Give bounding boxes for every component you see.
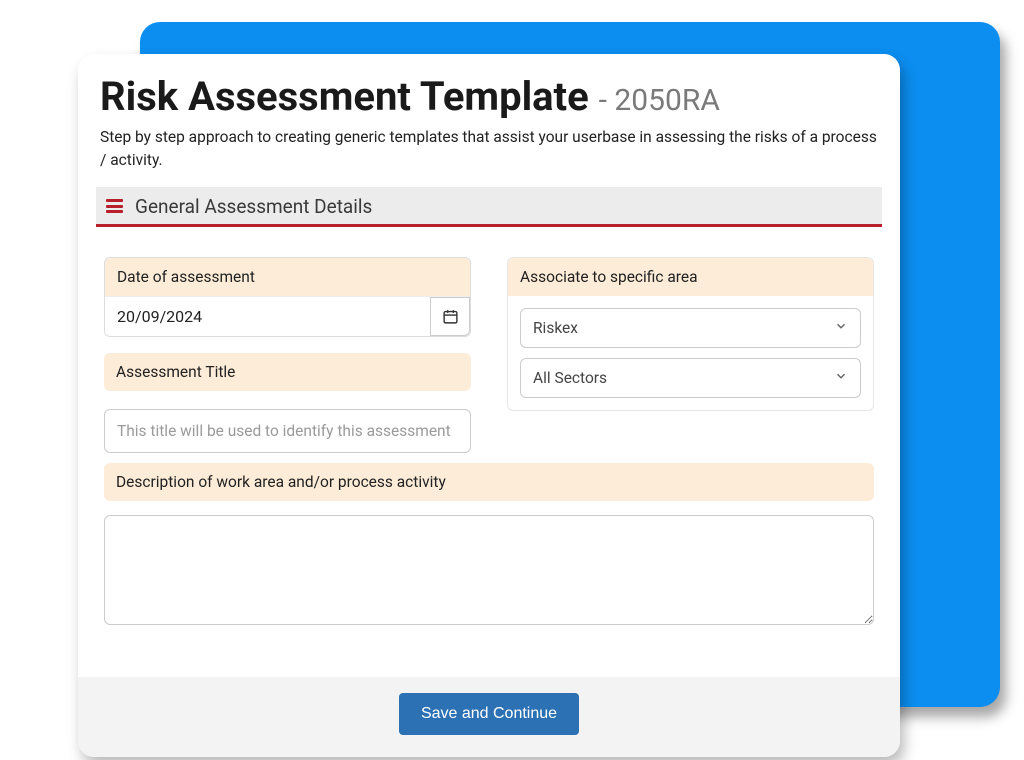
section-header: General Assessment Details bbox=[96, 187, 882, 227]
calendar-button[interactable] bbox=[430, 297, 470, 336]
associate-area-group: Associate to specific area Riskex All S bbox=[507, 257, 874, 411]
description-textarea[interactable] bbox=[104, 515, 874, 625]
page-title-code: - 2050RA bbox=[599, 83, 720, 118]
page-title-text: Risk Assessment Template bbox=[100, 73, 589, 120]
date-field-group: Date of assessment bbox=[104, 257, 471, 337]
area-select-1[interactable]: Riskex bbox=[520, 308, 861, 348]
date-input[interactable] bbox=[105, 297, 430, 336]
assessment-title-input[interactable] bbox=[104, 409, 471, 453]
title-label: Assessment Title bbox=[104, 353, 471, 391]
form-footer: Save and Continue bbox=[78, 677, 900, 757]
page-subtitle: Step by step approach to creating generi… bbox=[100, 126, 878, 173]
description-label: Description of work area and/or process … bbox=[104, 463, 874, 501]
area-select-2-value: All Sectors bbox=[533, 369, 607, 387]
area-select-2[interactable]: All Sectors bbox=[520, 358, 861, 398]
section-title: General Assessment Details bbox=[135, 195, 372, 218]
chevron-down-icon bbox=[834, 319, 848, 337]
save-and-continue-button[interactable]: Save and Continue bbox=[399, 693, 579, 735]
description-group: Description of work area and/or process … bbox=[104, 463, 874, 625]
chevron-down-icon bbox=[834, 369, 848, 387]
hamburger-icon bbox=[106, 197, 123, 216]
calendar-icon bbox=[442, 308, 459, 325]
date-label: Date of assessment bbox=[105, 258, 470, 296]
area-select-1-value: Riskex bbox=[533, 319, 578, 337]
form-card: Risk Assessment Template - 2050RA Step b… bbox=[78, 54, 900, 757]
page-title: Risk Assessment Template - 2050RA bbox=[100, 74, 878, 120]
associate-label: Associate to specific area bbox=[508, 258, 873, 296]
